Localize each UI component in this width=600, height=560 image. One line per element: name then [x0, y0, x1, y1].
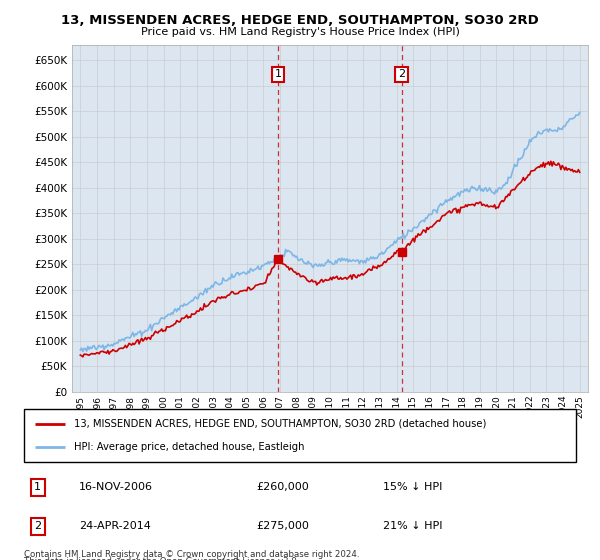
Text: This data is licensed under the Open Government Licence v3.0.: This data is licensed under the Open Gov… — [24, 557, 299, 560]
Text: 1: 1 — [275, 69, 281, 80]
Text: 15% ↓ HPI: 15% ↓ HPI — [383, 482, 442, 492]
Text: 1: 1 — [34, 482, 41, 492]
Text: HPI: Average price, detached house, Eastleigh: HPI: Average price, detached house, East… — [74, 442, 304, 452]
Text: 13, MISSENDEN ACRES, HEDGE END, SOUTHAMPTON, SO30 2RD (detached house): 13, MISSENDEN ACRES, HEDGE END, SOUTHAMP… — [74, 419, 486, 429]
Text: 13, MISSENDEN ACRES, HEDGE END, SOUTHAMPTON, SO30 2RD: 13, MISSENDEN ACRES, HEDGE END, SOUTHAMP… — [61, 14, 539, 27]
Text: 16-NOV-2006: 16-NOV-2006 — [79, 482, 153, 492]
Text: 24-APR-2014: 24-APR-2014 — [79, 521, 151, 531]
Text: £260,000: £260,000 — [256, 482, 308, 492]
Text: Price paid vs. HM Land Registry's House Price Index (HPI): Price paid vs. HM Land Registry's House … — [140, 27, 460, 37]
Text: 2: 2 — [398, 69, 406, 80]
FancyBboxPatch shape — [24, 409, 576, 462]
Text: 2: 2 — [34, 521, 41, 531]
Text: Contains HM Land Registry data © Crown copyright and database right 2024.: Contains HM Land Registry data © Crown c… — [24, 550, 359, 559]
Text: £275,000: £275,000 — [256, 521, 309, 531]
Text: 21% ↓ HPI: 21% ↓ HPI — [383, 521, 442, 531]
